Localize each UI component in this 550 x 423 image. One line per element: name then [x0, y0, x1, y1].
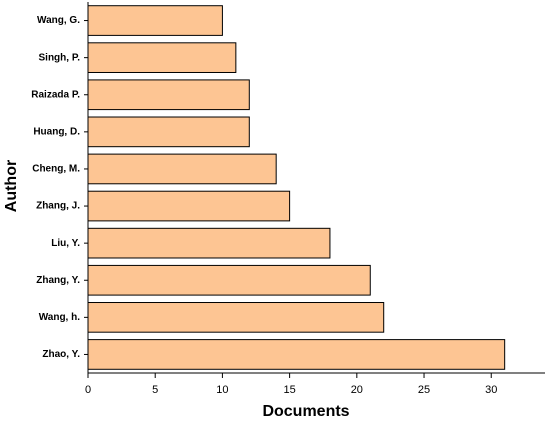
x-tick-label: 10 — [216, 384, 228, 396]
y-tick-label: Zhang, J. — [36, 201, 80, 212]
y-tick-label: Huang, D. — [33, 126, 80, 137]
x-tick-label: 0 — [85, 384, 91, 396]
bar — [87, 302, 385, 333]
bar — [87, 5, 223, 36]
y-tick-label: Cheng, M. — [32, 164, 80, 175]
x-tick-label: 25 — [418, 384, 430, 396]
x-axis-title: Documents — [262, 403, 349, 420]
bar — [87, 227, 331, 259]
y-axis-title: Author — [3, 160, 20, 212]
y-tick-label: Raizada P. — [31, 89, 80, 100]
bar — [87, 190, 291, 222]
x-tick-label: 5 — [152, 384, 158, 396]
y-tick-label: Zhang, Y. — [36, 275, 80, 286]
x-tick-label: 20 — [351, 384, 363, 396]
bar — [87, 339, 506, 370]
y-tick-label: Wang, h. — [39, 312, 81, 323]
x-tick-label: 15 — [283, 384, 295, 396]
y-tick-label: Zhao, Y. — [42, 349, 80, 360]
y-tick-label: Liu, Y. — [51, 238, 80, 249]
bar — [87, 116, 250, 148]
y-tick-label: Singh, P. — [39, 52, 81, 63]
bar — [87, 264, 371, 296]
bar — [87, 42, 237, 73]
bar — [87, 79, 250, 111]
y-tick-label: Wang, G. — [37, 15, 80, 26]
bar — [87, 153, 277, 185]
x-tick-label: 30 — [485, 384, 497, 396]
